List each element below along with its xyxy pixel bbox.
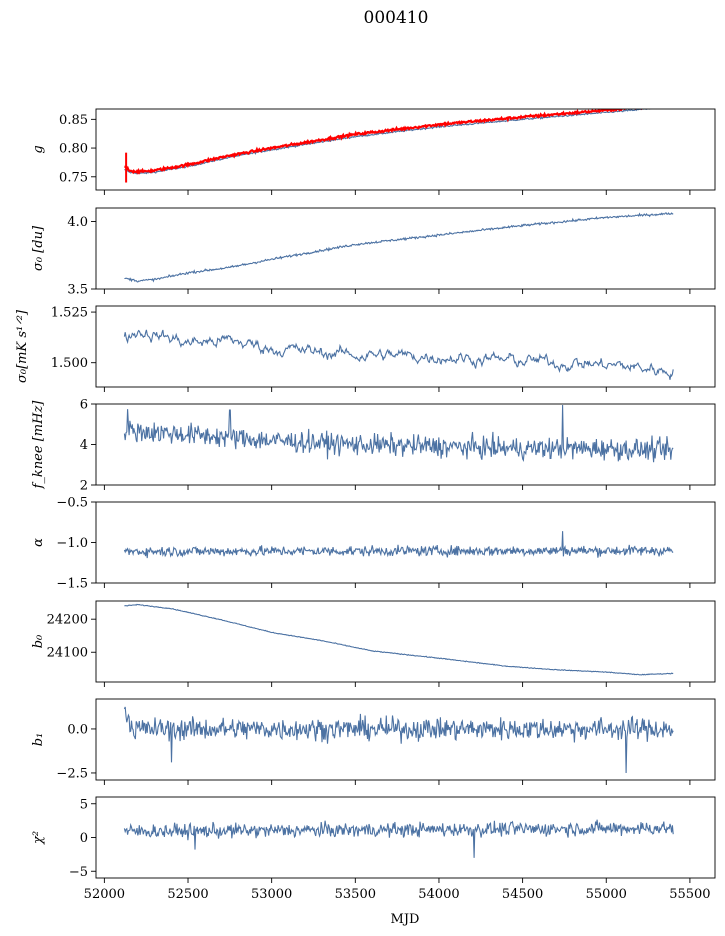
- y-axis-label-chi2: χ²: [31, 831, 46, 845]
- axes-frame-chi2: [95, 796, 716, 879]
- plot-area-chi2: [123, 819, 674, 858]
- series-line-chi2-blue: [123, 819, 674, 858]
- y-tick-label-b0: 24100: [47, 646, 88, 661]
- panel-sigma1: 1.500 1.525 σ₀[mK s¹ᐟ²]: [15, 305, 716, 392]
- y-tick-label-fknee: 4: [80, 438, 88, 453]
- axes-frame-sigma1: [95, 305, 716, 388]
- x-tick-label: 54000: [418, 887, 459, 902]
- series-line-alpha-blue: [123, 531, 674, 559]
- plot-area-sigma1: [123, 329, 674, 380]
- y-tick-label-fknee: 6: [80, 398, 88, 413]
- plot-area-sigma0: [124, 212, 674, 283]
- panel-fknee: 2 4 6 f_knee [mHz]: [31, 398, 716, 494]
- y-tick-label-b1: 0.0: [67, 722, 88, 737]
- y-tick-label-chi2: 5: [80, 797, 88, 812]
- plot-area-b0: [124, 603, 674, 676]
- y-tick-label-b1: −2.5: [56, 766, 88, 781]
- y-tick-label-chi2: 0: [80, 831, 88, 846]
- y-tick-label-g: 0.85: [59, 113, 88, 128]
- y-tick-label-alpha: −1.0: [56, 536, 88, 551]
- y-axis-label-fknee: f_knee [mHz]: [31, 400, 46, 490]
- series-line-sigma1-blue: [123, 329, 674, 380]
- plot-area-fknee: [123, 404, 674, 463]
- y-axis-label-alpha: α: [31, 538, 46, 547]
- series-line-g-blue: [124, 109, 658, 175]
- y-axis-label-g: g: [31, 145, 46, 153]
- plot-area-g: [124, 109, 658, 183]
- x-axis-label: MJD: [391, 912, 420, 927]
- axes-frame-b1: [95, 698, 716, 781]
- y-axis-label-b0: b₀: [31, 634, 46, 648]
- x-tick-label: 53500: [335, 887, 376, 902]
- y-tick-label-g: 0.75: [59, 170, 88, 185]
- x-tick-label: 52000: [84, 887, 125, 902]
- y-axis-label-sigma0: σ₀ [du]: [31, 225, 46, 271]
- y-tick-label-fknee: 2: [80, 479, 88, 494]
- y-axis-label-b1: b₁: [31, 733, 46, 747]
- panel-alpha: −1.5 −1.0 −0.5 α: [31, 496, 716, 592]
- panel-g: 0.75 0.80 0.85 g: [31, 108, 716, 195]
- x-tick-label: 52500: [167, 887, 208, 902]
- y-tick-label-alpha: −1.5: [56, 577, 88, 592]
- y-tick-label-alpha: −0.5: [56, 496, 88, 511]
- y-tick-label-chi2: −5: [69, 865, 88, 880]
- axes-frame-sigma0: [95, 207, 716, 290]
- y-tick-label-b0: 24200: [47, 613, 88, 628]
- y-axis-label-sigma1: σ₀[mK s¹ᐟ²]: [15, 309, 30, 383]
- panel-b1: −2.5 0.0 b₁: [31, 698, 716, 785]
- axes-frame-alpha: [95, 501, 716, 584]
- x-tick-label: 55000: [586, 887, 627, 902]
- figure-title: 000410: [364, 8, 429, 28]
- y-tick-label-g: 0.80: [59, 142, 88, 157]
- plot-area-alpha: [123, 531, 674, 559]
- axes-frame-g: [95, 108, 716, 191]
- panel-sigma0: 3.5 4.0 σ₀ [du]: [31, 207, 716, 298]
- x-tick-label: 54500: [502, 887, 543, 902]
- series-line-sigma0-blue: [124, 212, 674, 283]
- axes-frame-b0: [95, 600, 716, 683]
- plot-area-b1: [123, 706, 674, 774]
- series-line-b0-blue: [124, 603, 674, 676]
- y-tick-label-sigma0: 3.5: [67, 283, 88, 298]
- series-line-fknee-blue: [123, 404, 674, 463]
- y-tick-label-sigma1: 1.525: [51, 306, 88, 321]
- panel-chi2: −5 0 5 χ²: [31, 796, 716, 883]
- y-tick-label-sigma1: 1.500: [51, 356, 88, 371]
- panels-group: 0.75 0.80 0.85 g 3.5 4.0 σ₀ [du] 1.500 1.525 σ₀[m…: [15, 108, 716, 902]
- series-line-g-red: [124, 109, 646, 175]
- x-tick-label: 55500: [669, 887, 710, 902]
- x-tick-label: 53000: [251, 887, 292, 902]
- series-line-b1-blue: [123, 706, 674, 774]
- y-tick-label-sigma0: 4.0: [67, 215, 88, 230]
